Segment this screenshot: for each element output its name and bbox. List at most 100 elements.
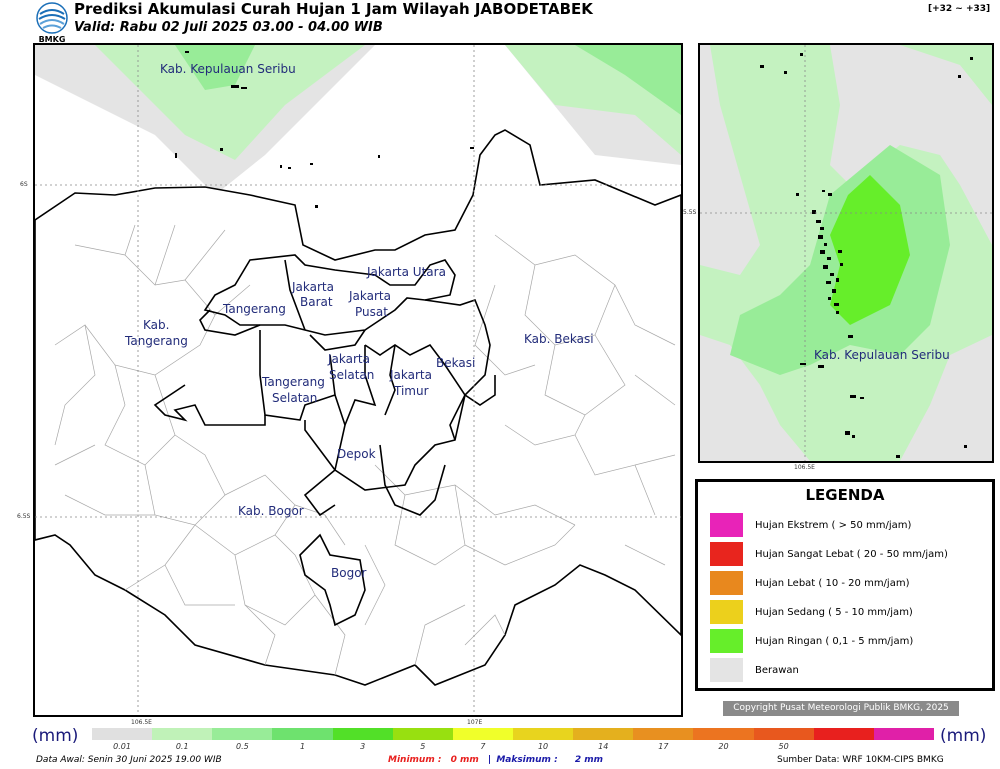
- label-kab-bekasi: Kab. Bekasi: [524, 332, 594, 346]
- legend-label: Hujan Lebat ( 10 - 20 mm/jam): [755, 577, 910, 589]
- minimum-label: Minimum :: [388, 755, 442, 765]
- label-bogor: Bogor: [331, 566, 367, 580]
- inset-map-kepulauan-seribu: Kab. Kepulauan Seribu: [698, 43, 994, 463]
- scale-segment: [873, 728, 934, 740]
- separator: |: [487, 755, 492, 765]
- label-kab-bogor: Kab. Bogor: [238, 504, 304, 518]
- legend-swatch: [710, 513, 743, 537]
- logo-text: BMKG: [39, 35, 66, 44]
- label-jakarta-pusat-1: Jakarta: [348, 289, 391, 303]
- scale-segment: [693, 728, 754, 740]
- scale-tick-label: 50: [778, 742, 789, 751]
- legend-item: Berawan: [710, 658, 799, 682]
- scale-segment: [633, 728, 694, 740]
- copyright-badge: Copyright Pusat Meteorologi Publik BMKG,…: [723, 701, 959, 716]
- label-bekasi: Bekasi: [436, 356, 475, 370]
- label-jakarta-timur-2: Timur: [393, 384, 429, 398]
- legend-label: Hujan Ringan ( 0,1 - 5 mm/jam): [755, 635, 914, 647]
- main-map: Kab. Kepulauan Seribu Jakarta Utara Jaka…: [33, 43, 683, 717]
- inset-lon-label: 106.5E: [794, 464, 815, 471]
- label-jakarta-barat-1: Jakarta: [291, 280, 334, 294]
- moderate-green-area-north: [175, 45, 255, 90]
- min-max-summary: Minimum : 0 mm | Maksimum : 2 mm: [388, 755, 603, 765]
- label-tangerang-selatan-2: Selatan: [272, 391, 317, 405]
- scale-tick-label: 14: [598, 742, 609, 751]
- legend-label: Berawan: [755, 664, 799, 676]
- legend-swatch: [710, 571, 743, 595]
- data-start-time: Data Awal: Senin 30 Juni 2025 19.00 WIB: [36, 755, 222, 765]
- label-depok: Depok: [337, 447, 376, 461]
- place-labels: Kab. Kepulauan Seribu Jakarta Utara Jaka…: [124, 62, 594, 580]
- inset-bright-green: [830, 175, 910, 325]
- label-jakarta-utara: Jakarta Utara: [366, 265, 446, 279]
- inset-label-kepulauan-seribu: Kab. Kepulauan Seribu: [814, 348, 950, 362]
- label-kab-tangerang-2: Tangerang: [124, 334, 188, 348]
- inset-islands: [760, 53, 973, 458]
- seribu-islands: [175, 51, 474, 208]
- scale-segment: [753, 728, 814, 740]
- label-tangerang: Tangerang: [222, 302, 286, 316]
- legend-swatch: [710, 542, 743, 566]
- scale-segment: [813, 728, 874, 740]
- inset-lat-label: 5.5S: [683, 209, 697, 216]
- label-jakarta-barat-2: Barat: [300, 295, 333, 309]
- scale-tick-label: 10: [537, 742, 549, 751]
- maksimum-label: Maksimum :: [496, 755, 558, 765]
- lat-label-6s: 6S: [20, 181, 28, 188]
- legend-swatch: [710, 600, 743, 624]
- scale-segment: [272, 728, 333, 740]
- label-jakarta-selatan-1: Jakarta: [327, 352, 370, 366]
- city-boundaries: [153, 254, 496, 627]
- legend-item: Hujan Sangat Lebat ( 20 - 50 mm/jam): [710, 542, 948, 566]
- jabodetabek-land: [35, 129, 681, 686]
- legend-item: Hujan Lebat ( 10 - 20 mm/jam): [710, 571, 909, 595]
- valid-period: Valid: Rabu 02 Juli 2025 03.00 - 04.00 W…: [74, 20, 383, 35]
- scale-tick-label: 17: [658, 742, 669, 751]
- legend-swatch: [710, 658, 743, 682]
- scale-unit-left: (mm): [32, 726, 79, 746]
- lat-label-6-5s: 6.5S: [17, 513, 31, 520]
- label-jakarta-selatan-2: Selatan: [329, 368, 374, 382]
- scale-segment: [573, 728, 634, 740]
- legend-label: Hujan Sedang ( 5 - 10 mm/jam): [755, 606, 913, 618]
- lon-label-106-5e: 106.5E: [131, 719, 152, 726]
- scale-segment: [152, 728, 213, 740]
- legend-item: Hujan Sedang ( 5 - 10 mm/jam): [710, 600, 913, 624]
- legend-panel: LEGENDA Hujan Ekstrem ( > 50 mm/jam) Huja…: [695, 479, 995, 691]
- scale-tick-label: 3: [360, 742, 366, 751]
- lon-label-107e: 107E: [467, 719, 482, 726]
- scale-tick-label: 5: [420, 742, 426, 751]
- legend-title: LEGENDA: [805, 486, 885, 504]
- scale-segment: [332, 728, 393, 740]
- rainfall-color-scale: [92, 728, 934, 740]
- district-boundaries: [54, 224, 676, 676]
- data-source: Sumber Data: WRF 10KM-CIPS BMKG: [777, 755, 944, 765]
- scale-segment: [392, 728, 453, 740]
- main-map-canvas: Kab. Kepulauan Seribu Jakarta Utara Jaka…: [35, 45, 681, 715]
- inset-map-canvas: Kab. Kepulauan Seribu: [700, 45, 992, 461]
- scale-tick-label: 0.1: [175, 742, 189, 751]
- forecast-hour-range: [+32 ~ +33]: [928, 4, 991, 14]
- legend-item: Hujan Ringan ( 0,1 - 5 mm/jam): [710, 629, 913, 653]
- scale-tick-label: 0.5: [235, 742, 249, 751]
- light-rain-area-north: [95, 45, 365, 160]
- scale-segment: [512, 728, 574, 740]
- legend-label: Hujan Ekstrem ( > 50 mm/jam): [755, 519, 912, 531]
- scale-tick-label: 1: [299, 742, 306, 751]
- label-jakarta-timur-1: Jakarta: [389, 368, 432, 382]
- scale-segment: [92, 728, 153, 740]
- moderate-green-area-northeast: [575, 45, 681, 115]
- page-title: Prediksi Akumulasi Curah Hujan 1 Jam Wil…: [74, 0, 593, 18]
- label-kepulauan-seribu: Kab. Kepulauan Seribu: [160, 62, 296, 76]
- label-jakarta-pusat-2: Pusat: [355, 305, 388, 319]
- scale-segment: [212, 728, 273, 740]
- legend-swatch: [710, 629, 743, 653]
- legend-item: Hujan Ekstrem ( > 50 mm/jam): [710, 513, 911, 537]
- minimum-value: 0 mm: [450, 755, 479, 765]
- scale-tick-label: 7: [480, 742, 486, 751]
- bmkg-logo: BMKG: [36, 2, 68, 44]
- graticule: [35, 45, 681, 715]
- scale-segment: [452, 728, 513, 740]
- label-tangerang-selatan-1: Tangerang: [261, 375, 325, 389]
